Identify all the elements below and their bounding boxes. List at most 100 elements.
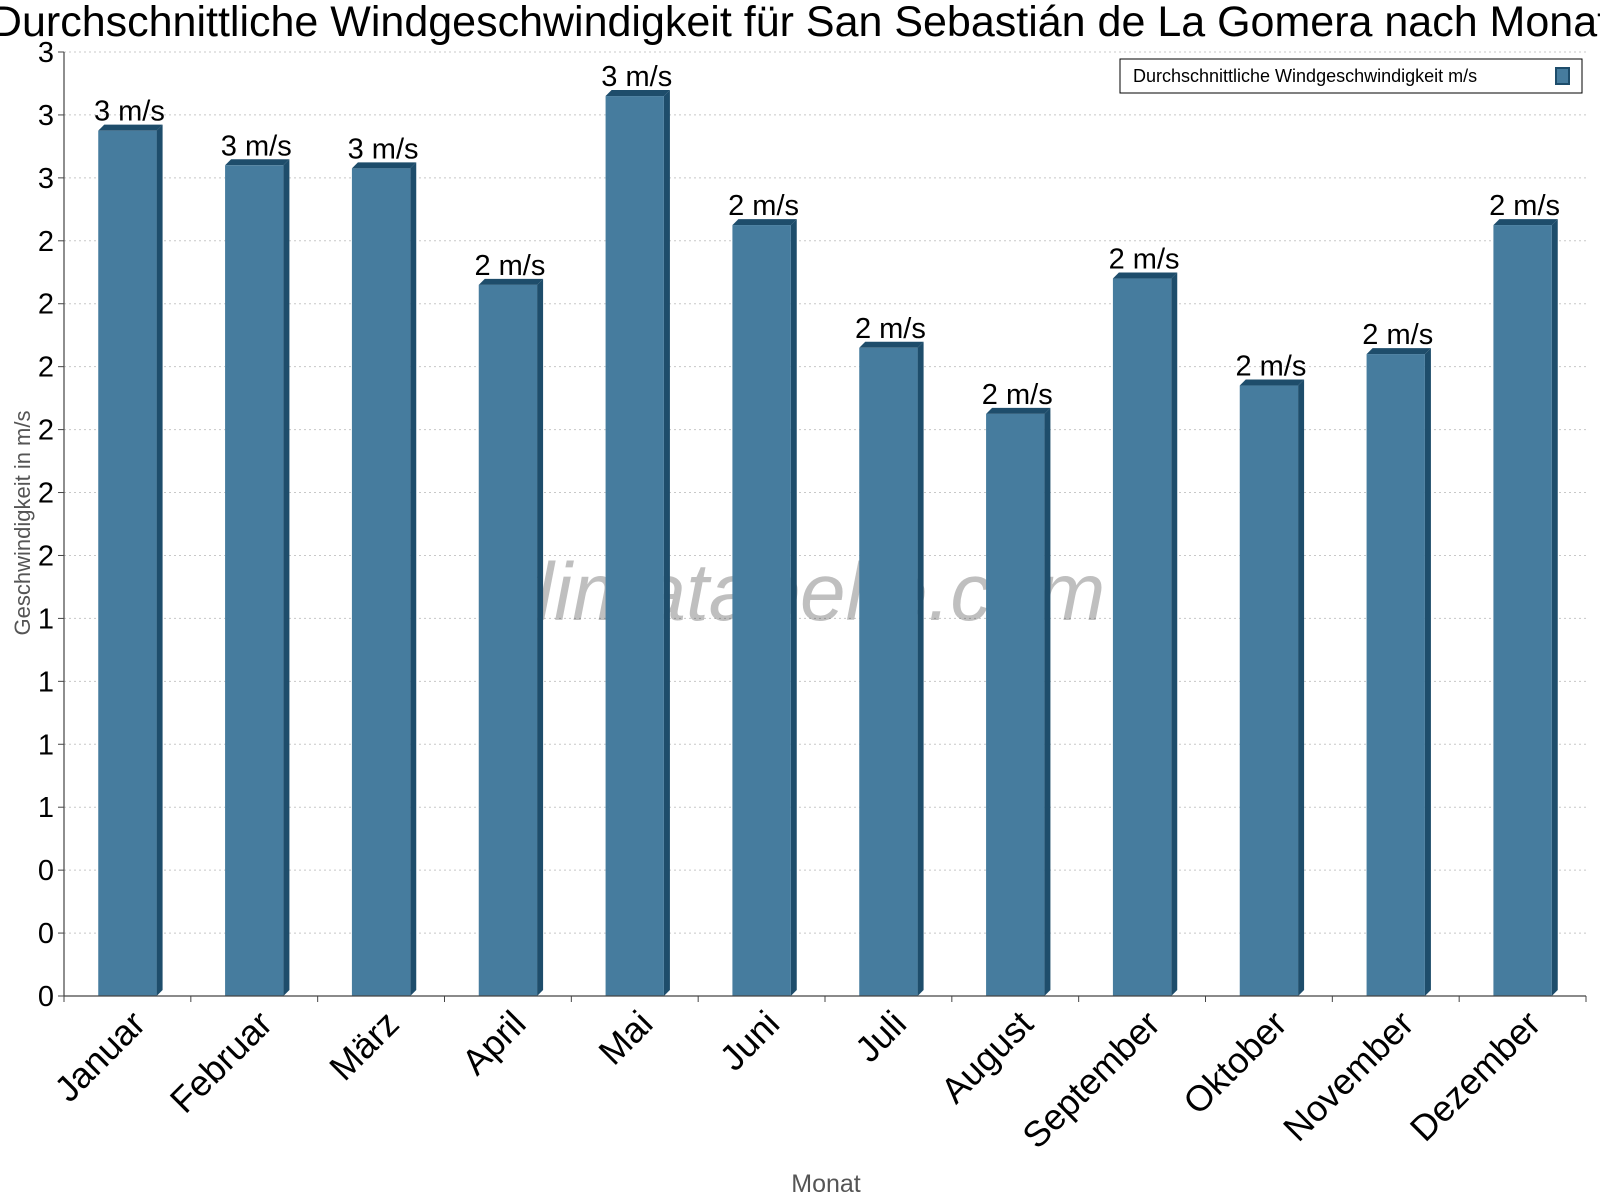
x-tick-label: August (933, 1003, 1041, 1111)
x-tick-label: April (454, 1003, 534, 1083)
bar-top (1112, 272, 1178, 279)
bar-front (478, 284, 538, 996)
y-tick-label: 2 (38, 540, 54, 572)
bar-top (1366, 348, 1431, 355)
bar-side (1298, 379, 1305, 997)
bar-side (410, 162, 417, 997)
y-tick-label: 2 (38, 352, 54, 384)
y-tick-label: 2 (38, 415, 54, 447)
bar-front (351, 168, 411, 997)
y-tick-label: 2 (38, 226, 54, 258)
bar-side (283, 159, 290, 996)
y-tick-label: 1 (38, 729, 54, 761)
bar-top (1493, 219, 1558, 226)
y-tick-label: 1 (38, 666, 54, 698)
bar-front (1366, 354, 1425, 997)
data-label: 3 m/s (348, 133, 419, 165)
bar-juni (732, 219, 797, 997)
bars (98, 90, 1558, 997)
legend: Durchschnittliche Windgeschwindigkeit m/… (1119, 58, 1583, 94)
data-label: 3 m/s (221, 130, 292, 162)
y-ticks: 0 0 0 1 1 1 1 2 2 2 2 2 2 3 3 3 (38, 37, 64, 1013)
data-label: 2 m/s (474, 250, 545, 282)
chart-title: Durchschnittliche Windgeschwindigkeit fü… (0, 0, 1600, 46)
x-tick-label: März (321, 1003, 407, 1089)
x-tick-label: Oktober (1175, 1003, 1295, 1123)
data-label: 3 m/s (601, 61, 672, 93)
bar-top (605, 90, 670, 97)
axes (63, 52, 1586, 997)
bar-front (225, 165, 284, 996)
legend-swatch (1555, 67, 1570, 85)
data-label: 2 m/s (1489, 190, 1560, 222)
data-label: 2 m/s (982, 379, 1053, 411)
gridlines (64, 51, 1586, 934)
bar-top (225, 159, 290, 166)
y-tick-label: 1 (38, 792, 54, 824)
bar-januar (98, 124, 163, 996)
data-label: 2 m/s (1109, 244, 1180, 276)
y-tick-label: 3 (38, 37, 54, 69)
data-label: 2 m/s (728, 190, 799, 222)
x-tick-label: Januar (46, 1003, 153, 1110)
bar-front (732, 225, 791, 997)
bar-top (986, 407, 1051, 414)
y-tick-label: 0 (38, 918, 54, 950)
bar-april (478, 278, 544, 996)
data-labels: 3 m/s 3 m/s 3 m/s 2 m/s 3 m/s 2 m/s 2 m/s 2 m/s… (94, 61, 1560, 411)
bar-dezember (1493, 219, 1558, 997)
x-ticks: Januar Februar März April Mai Juni Juli AugustS… (46, 996, 1587, 1157)
bar-front (859, 347, 918, 997)
bar-side (1171, 272, 1178, 996)
bar-top (859, 341, 924, 348)
bar-top (351, 162, 417, 169)
bar-side (917, 341, 924, 997)
bar-front (1493, 225, 1552, 997)
bar-side (790, 219, 797, 997)
x-tick-label: Dezember (1402, 1003, 1548, 1149)
y-tick-label: 2 (38, 478, 54, 510)
bar-top (1239, 379, 1305, 386)
data-label: 2 m/s (1235, 351, 1306, 383)
bar-top (478, 278, 544, 285)
data-label: 2 m/s (1362, 319, 1433, 351)
y-tick-label: 1 (38, 603, 54, 635)
bar-november (1366, 348, 1431, 997)
data-label: 3 m/s (94, 96, 165, 128)
bar-februar (225, 159, 290, 996)
bar-juli (859, 341, 924, 997)
x-tick-label: Juni (712, 1003, 788, 1079)
x-tick-label: Mai (590, 1003, 660, 1073)
bar-august (986, 407, 1051, 996)
bar-front (1112, 278, 1172, 996)
legend-box (1119, 58, 1583, 94)
bar-side (537, 278, 544, 996)
legend-label: Durchschnittliche Windgeschwindigkeit m/… (1133, 66, 1477, 86)
x-tick-label: November (1275, 1003, 1421, 1149)
bar-front (605, 96, 664, 996)
x-tick-label: September (1014, 1003, 1168, 1157)
bar-side (1551, 219, 1558, 997)
bar-mai (605, 90, 670, 996)
y-axis-title: Geschwindigkeit in m/s (10, 411, 35, 636)
bar-front (98, 130, 157, 996)
bar-side (1044, 407, 1051, 996)
bar-side (156, 124, 163, 996)
bar-front (1239, 385, 1299, 997)
x-axis-title: Monat (791, 1170, 861, 1198)
y-tick-label: 0 (38, 981, 54, 1013)
y-tick-label: 2 (38, 289, 54, 321)
bar-oktober (1239, 379, 1305, 997)
y-tick-label: 3 (38, 163, 54, 195)
y-tick-label: 3 (38, 100, 54, 132)
x-tick-label: Juli (847, 1003, 914, 1070)
bar-side (1424, 348, 1431, 997)
bar-märz (351, 162, 417, 997)
bar-top (732, 219, 797, 226)
bar-september (1112, 272, 1178, 996)
bar-top (98, 124, 163, 131)
data-label: 2 m/s (855, 313, 926, 345)
x-tick-label: Februar (162, 1003, 280, 1121)
bar-front (986, 413, 1045, 996)
